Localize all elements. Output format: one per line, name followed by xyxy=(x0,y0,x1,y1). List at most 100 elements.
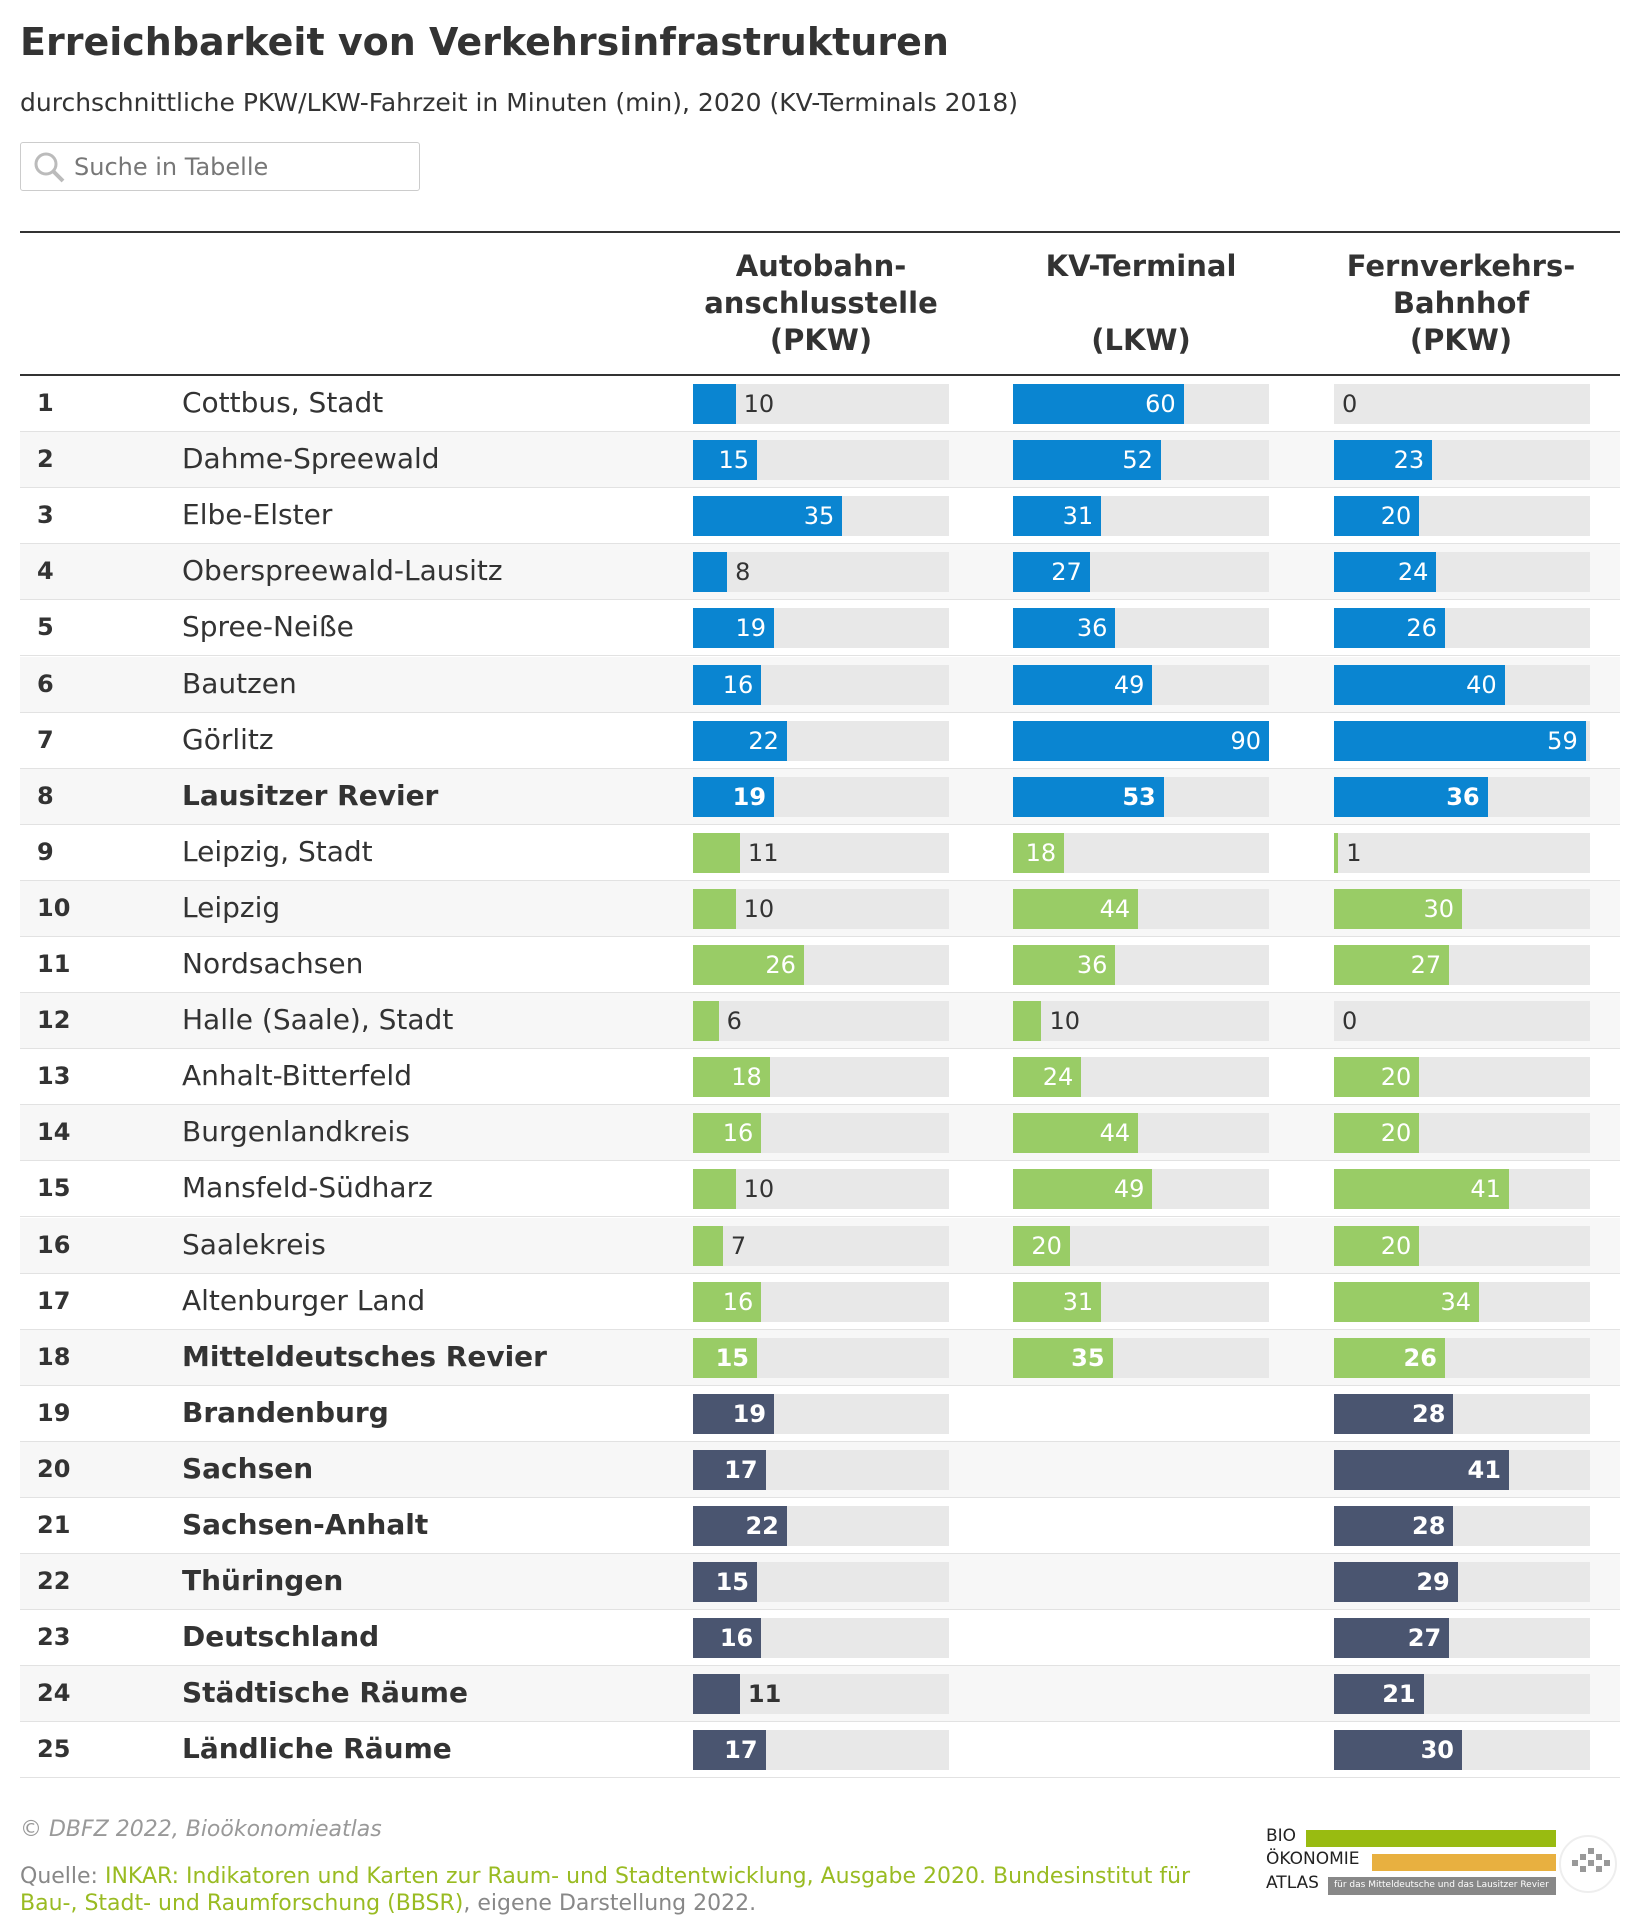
column-header: Fernverkehrs- xyxy=(1346,249,1576,283)
column-header: KV-Terminal xyxy=(1045,249,1237,283)
logo-icon xyxy=(1559,1835,1617,1893)
row-name: Görlitz xyxy=(182,722,274,756)
value-label: 10 xyxy=(1049,1007,1080,1036)
value-label: 44 xyxy=(1099,894,1131,923)
value-label: 23 xyxy=(1393,446,1425,475)
bar xyxy=(693,945,804,986)
bar-track xyxy=(1334,384,1590,425)
value-label: 1 xyxy=(1346,838,1362,867)
value-label: 27 xyxy=(1410,951,1442,980)
bar xyxy=(1334,720,1586,761)
bar xyxy=(1334,1562,1458,1603)
logo: BIO ÖKONOMIE ATLAS für das Mitteldeutsch… xyxy=(1262,1824,1622,1920)
rank: 25 xyxy=(37,1735,71,1764)
bar xyxy=(1334,1393,1454,1434)
bar xyxy=(1334,1730,1462,1771)
bar xyxy=(693,1674,740,1715)
value-label: 16 xyxy=(722,670,754,699)
rank: 17 xyxy=(37,1286,71,1315)
bar-track xyxy=(693,552,949,593)
rank: 6 xyxy=(37,669,54,698)
value-label: 0 xyxy=(1342,1007,1358,1036)
value-label: 52 xyxy=(1122,446,1153,475)
bar xyxy=(1334,496,1420,537)
title: Erreichbarkeit von Verkehrsinfrastruktur… xyxy=(20,20,949,64)
bar xyxy=(693,1393,775,1434)
bar xyxy=(693,496,843,537)
value-label: 35 xyxy=(803,502,835,531)
value-label: 30 xyxy=(1423,894,1454,923)
bar xyxy=(1334,1169,1509,1210)
value-label: 8 xyxy=(735,558,751,587)
value-label: 17 xyxy=(724,1455,758,1484)
value-label: 27 xyxy=(1407,1624,1442,1653)
bar xyxy=(1334,945,1450,986)
bar xyxy=(1013,1337,1113,1378)
value-label: 18 xyxy=(731,1063,762,1092)
value-label: 19 xyxy=(732,1399,767,1428)
bar-track xyxy=(1334,832,1590,873)
column-header: (PKW) xyxy=(1409,323,1513,357)
bar xyxy=(1334,1618,1450,1659)
logo-text: ATLAS xyxy=(1266,1873,1319,1893)
bar xyxy=(693,440,757,481)
column-header: anschlusstelle xyxy=(704,286,938,320)
value-label: 36 xyxy=(1446,782,1480,811)
row-name: Sachsen-Anhalt xyxy=(182,1508,429,1542)
bar xyxy=(1334,888,1462,929)
rank: 9 xyxy=(37,837,54,866)
row-name: Saalekreis xyxy=(182,1227,326,1261)
bar xyxy=(693,1281,762,1322)
row-name: Deutschland xyxy=(182,1620,380,1654)
bar xyxy=(693,1449,766,1490)
bar xyxy=(1334,440,1433,481)
bar xyxy=(1013,1001,1042,1042)
bar xyxy=(1013,608,1116,649)
row-name: Sachsen xyxy=(182,1451,314,1485)
rank: 14 xyxy=(37,1118,71,1147)
value-label: 18 xyxy=(1025,838,1057,867)
bar xyxy=(693,1001,719,1042)
bar-track xyxy=(1013,1001,1269,1042)
row-name: Burgenlandkreis xyxy=(182,1115,410,1149)
bar xyxy=(1013,1225,1070,1266)
bar xyxy=(1013,496,1102,537)
source-link[interactable]: INKAR: Indikatoren und Karten zur Raum- … xyxy=(20,1864,1191,1916)
row-name: Städtische Räume xyxy=(182,1676,468,1710)
bar xyxy=(1334,1281,1480,1322)
rank: 20 xyxy=(37,1454,71,1483)
rank: 13 xyxy=(37,1062,71,1091)
value-label: 60 xyxy=(1145,390,1176,419)
value-label: 29 xyxy=(1416,1568,1450,1597)
bar xyxy=(1334,664,1505,705)
bar xyxy=(1334,1113,1420,1154)
rank: 7 xyxy=(37,725,54,754)
rank: 4 xyxy=(37,557,54,586)
column-header: Autobahn- xyxy=(735,249,907,283)
value-label: 36 xyxy=(1076,614,1108,643)
logo-text: ÖKONOMIE xyxy=(1266,1849,1360,1869)
bar xyxy=(693,1506,787,1547)
logo-bar xyxy=(1306,1830,1556,1847)
bar xyxy=(693,384,736,425)
logo-bar xyxy=(1372,1854,1556,1871)
row-name: Spree-Neiße xyxy=(182,610,354,644)
bar xyxy=(1334,1449,1509,1490)
bar xyxy=(1013,832,1065,873)
value-label: 20 xyxy=(1380,1119,1412,1148)
bar xyxy=(693,1113,762,1154)
logo-text: BIO xyxy=(1266,1826,1297,1846)
value-label: 0 xyxy=(1342,390,1358,419)
bar xyxy=(693,1562,757,1603)
header-rule xyxy=(20,374,1620,376)
rank: 21 xyxy=(37,1511,71,1540)
value-label: 20 xyxy=(1380,502,1412,531)
value-label: 30 xyxy=(1420,1736,1454,1765)
value-label: 15 xyxy=(715,1343,749,1372)
bar xyxy=(1013,888,1139,929)
bar-track xyxy=(1334,1001,1590,1042)
search-box[interactable]: Suche in Tabelle xyxy=(20,142,420,191)
bar xyxy=(693,608,775,649)
value-label: 49 xyxy=(1113,1175,1145,1204)
row-name: Lausitzer Revier xyxy=(182,778,439,812)
